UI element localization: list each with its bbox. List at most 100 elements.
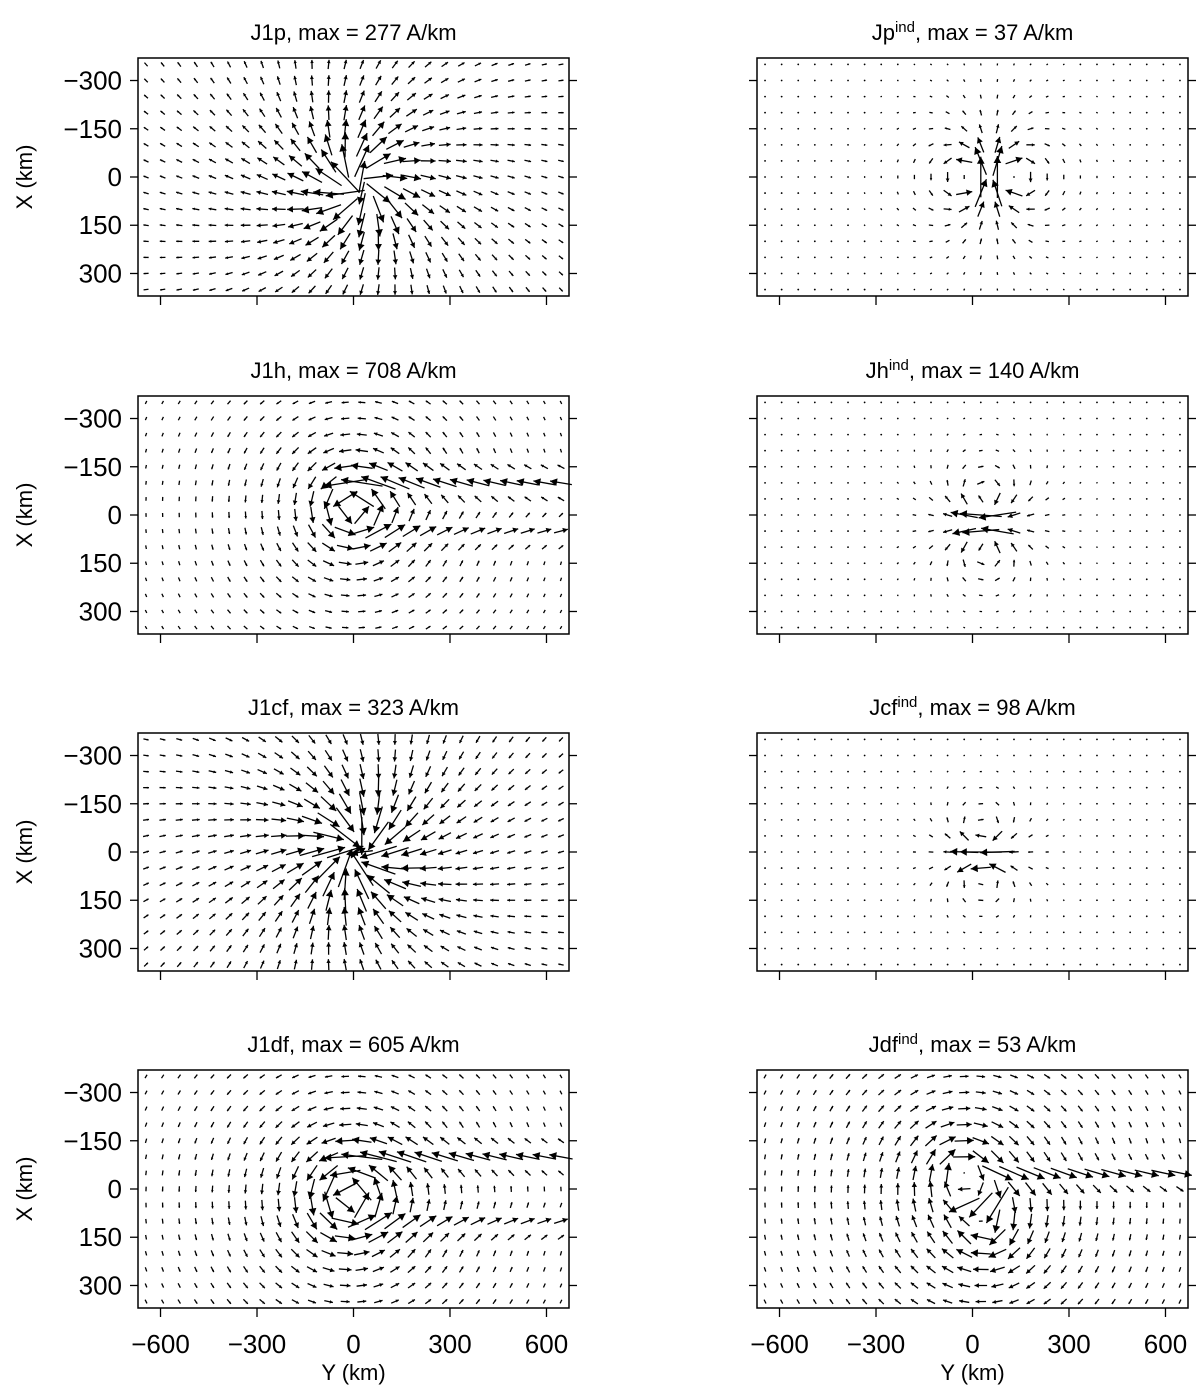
vector-arrow [930,770,932,773]
vector-dot [1096,738,1098,741]
vector-arrowhead [460,576,463,580]
vector-dot [847,63,849,66]
vector-arrowhead [209,288,212,292]
vector-dot [830,626,833,629]
vector-arrowhead [348,1233,356,1242]
vector-dot [1162,272,1165,275]
vector-dot [780,818,783,821]
vector-dot [847,401,849,404]
vector-dot [797,95,800,98]
vector-dot [764,433,766,436]
vector-dot [847,79,849,82]
vector-arrowhead [411,77,416,81]
vector-arrowhead [557,899,561,902]
vector-arrowhead [260,1190,265,1195]
vector-arrowhead [425,1183,431,1188]
vector-arrow [1061,143,1066,147]
vector-arrowhead [393,291,397,295]
vector-arrowhead [460,273,464,278]
vector-arrowhead [379,560,384,565]
vector-dot [930,738,932,741]
vector-arrowhead [846,1201,850,1205]
vector-dot [847,578,849,581]
vector-arrow [929,480,933,485]
vector-arrowhead [493,1185,496,1189]
vector-arrowhead [245,912,250,917]
vector-arrowhead [428,109,434,114]
vector-dot [847,176,849,178]
vector-arrow [1062,224,1066,227]
vector-arrowhead [1052,1172,1061,1180]
vector-arrow [324,478,367,487]
vector-arrowhead [978,201,985,209]
vector-dot [1145,754,1148,757]
vector-arrowhead [278,1269,283,1273]
vector-arrow [1029,480,1032,486]
vector-arrowhead [192,159,196,162]
vector-arrowhead [1128,1301,1131,1304]
vector-dot [764,610,766,613]
vector-arrow [161,593,164,598]
vector-arrowhead [399,173,408,182]
vector-dot [764,514,766,516]
vector-arrow [962,593,966,597]
vector-arrowhead [211,1189,214,1193]
vector-arrow [492,576,497,582]
vector-arrowhead [494,512,497,515]
vector-arrowhead [524,464,528,468]
vector-arrow [194,609,198,614]
vector-arrowhead [961,547,966,553]
vector-arrowhead [1128,1269,1131,1273]
vector-arrowhead [277,927,282,932]
vector-dot [880,931,883,934]
vector-dot [1179,417,1181,420]
vector-dot [847,883,849,886]
vector-arrow [1013,947,1015,950]
vector-arrow [1079,465,1082,468]
vector-arrowhead [461,609,464,612]
vector-arrowhead [146,802,149,805]
vector-arrowhead [544,79,548,82]
vector-dot [880,449,883,452]
vector-arrowhead [994,1190,1002,1198]
vector-arrowhead [176,272,179,275]
vector-arrowhead [390,447,395,452]
vector-dot [764,562,766,565]
vector-dot [1112,256,1115,259]
vector-dot [1129,867,1132,869]
vector-arrowhead [997,1139,1004,1146]
vector-arrowhead [358,1074,361,1078]
vector-arrowhead [1047,144,1050,147]
vector-dot [813,851,816,853]
vector-arrowhead [193,110,196,113]
vector-arrowhead [261,1269,265,1273]
vector-arrowhead [245,738,250,742]
vector-arrowhead [360,90,365,96]
vector-dot [1145,802,1148,805]
vector-arrow [930,626,932,629]
vector-arrowhead [241,158,246,162]
vector-dot [1046,417,1049,420]
vector-arrowhead [425,756,430,761]
vector-arrowhead [829,1282,832,1286]
vector-arrowhead [507,850,511,854]
vector-dot [797,578,800,581]
vector-arrowhead [374,243,382,251]
vector-arrowhead [1085,1171,1094,1179]
y-tick-label: −300 [63,741,122,771]
vector-arrowhead [510,289,514,293]
vector-arrowhead [448,1151,457,1159]
vector-arrowhead [1005,188,1013,196]
vector-arrow [1044,513,1050,517]
vector-arrow [1012,593,1016,598]
vector-dot [1162,578,1165,581]
vector-dot [847,465,849,468]
vector-dot [863,851,866,853]
vector-dot [1046,754,1049,757]
vector-dot [1129,79,1132,82]
vector-arrowhead [829,1250,833,1253]
vector-arrowhead [943,1299,947,1303]
vector-dot [1112,79,1115,82]
vector-arrowhead [780,1170,783,1173]
